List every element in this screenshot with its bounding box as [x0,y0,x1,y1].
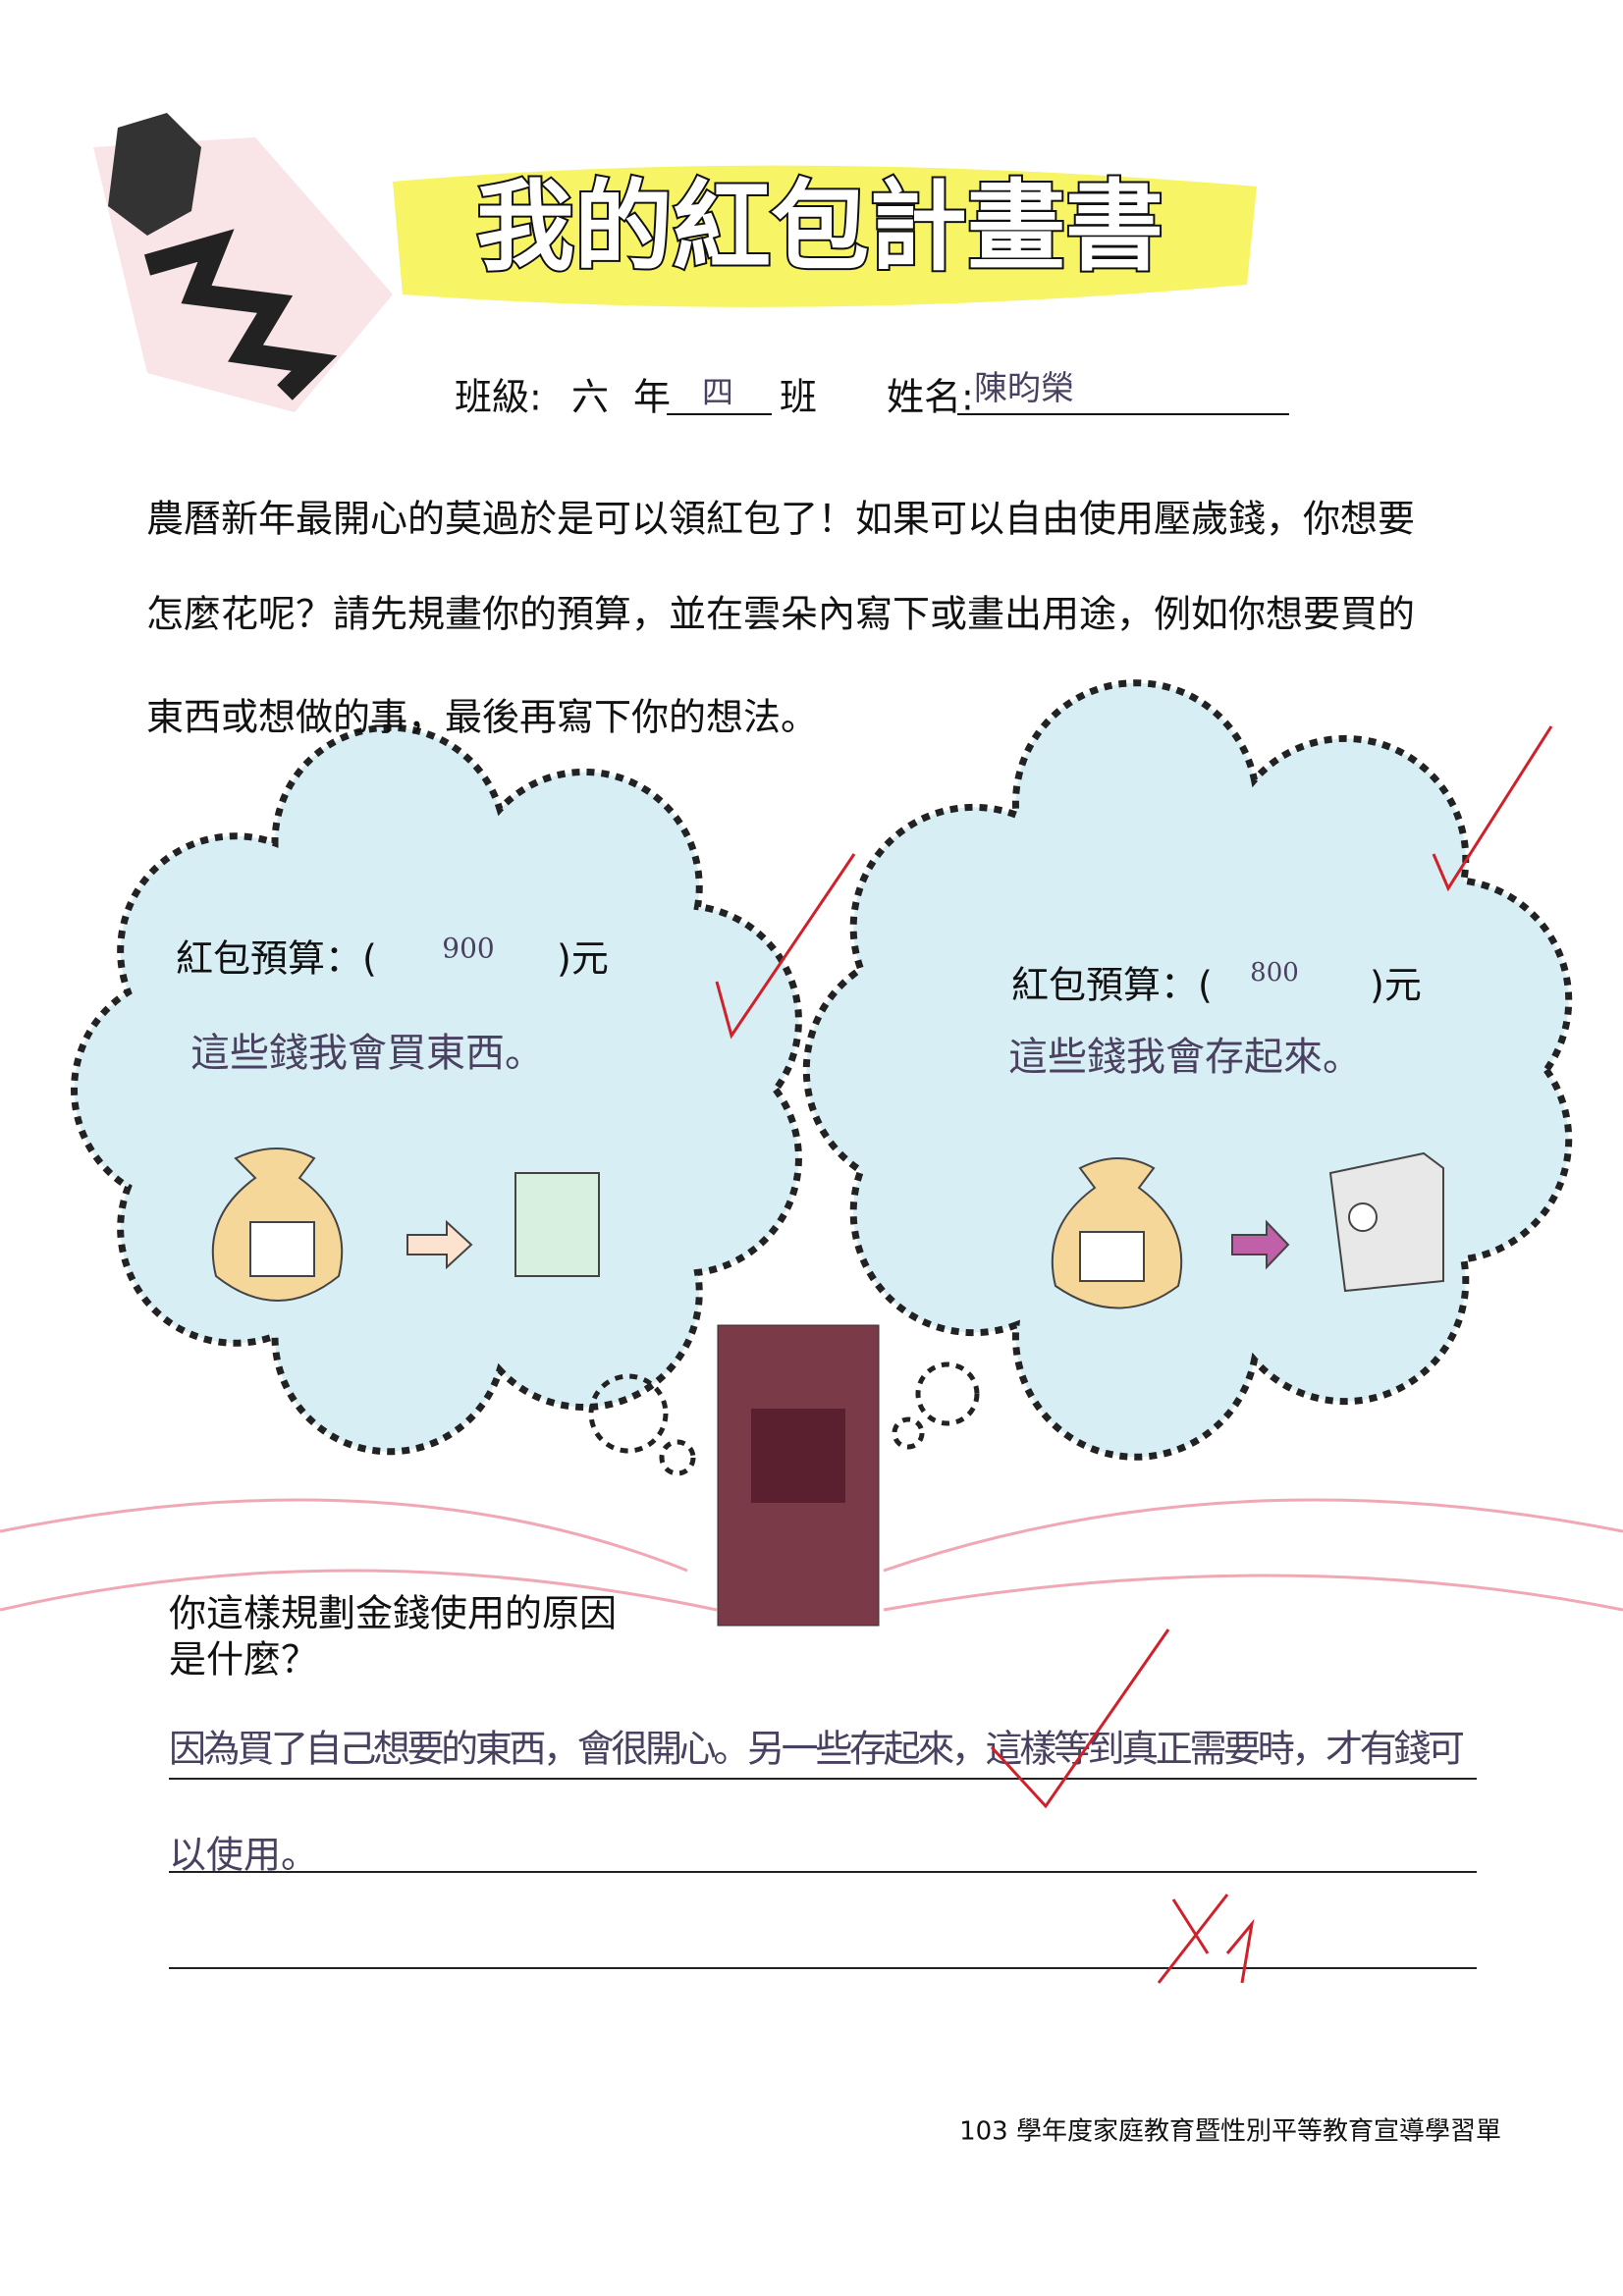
safe-dial [1348,1202,1378,1232]
thought-bubble [588,1373,669,1454]
cloud [71,723,802,1456]
intro-line: 東西或想做的事，最後再寫下你的想法。 [146,696,818,739]
bill [1079,1231,1145,1282]
grade-mark [1157,1894,1255,1984]
grade-unit: 年 [633,376,671,419]
budget-label: 紅包預算：( [176,937,377,981]
check-mark [715,853,856,1040]
hexagon-icon [108,113,201,236]
budget: 900 [442,933,494,965]
book [514,1172,600,1277]
arrow [406,1219,473,1270]
answer-line: 因為買了自己想要的東西，會很開心。另一些存起來，這樣等到真正需要時，才有錢可 [169,1728,1465,1771]
check-mark [990,1629,1170,1809]
class-unit: 班 [780,376,817,419]
budget-unit: )元 [1370,964,1422,1007]
thought-bubble [915,1362,980,1426]
title: 我的紅包計畫書 [476,169,1163,284]
name: 陳昀榮 [974,369,1074,408]
title-highlight [393,165,1257,307]
cloud-note: 這些錢我會存起來。 [1008,1035,1362,1080]
answer-line: 以使用。 [169,1834,318,1877]
class-label: 班級: [455,376,542,419]
zigzag [143,229,338,400]
arrow [1231,1219,1290,1270]
cloud-note: 這些錢我會買東西。 [190,1031,544,1076]
check-mark [1432,725,1553,892]
decor [0,113,1623,1612]
question: 是什麼？ [169,1638,318,1682]
budget-unit: )元 [557,937,609,981]
pink-strokes [0,1498,1623,1612]
class-number: 四 [702,374,733,411]
bill [249,1221,315,1277]
footer: 103 學年度家庭教育暨性別平等教育宣導學習單 [959,2117,1501,2147]
intro-line: 農曆新年最開心的莫過於是可以領紅包了！如果可以自由使用壓歲錢，你想要 [146,498,1415,541]
grade: 六 [571,376,609,419]
safe [1328,1151,1444,1293]
envelope-seal [751,1409,845,1503]
thought-bubble [659,1439,696,1476]
intro-line: 怎麼花呢？請先規畫你的預算，並在雲朵內寫下或畫出用途，例如你想要買的 [146,593,1415,636]
budget-label: 紅包預算：( [1011,964,1213,1007]
drawings [211,1148,1444,1309]
name-label: 姓名: [887,376,974,419]
budget: 800 [1250,958,1299,988]
thought-bubble [892,1416,925,1450]
teacher-marks [715,725,1553,1984]
question: 你這樣規劃金錢使用的原因 [169,1592,617,1635]
